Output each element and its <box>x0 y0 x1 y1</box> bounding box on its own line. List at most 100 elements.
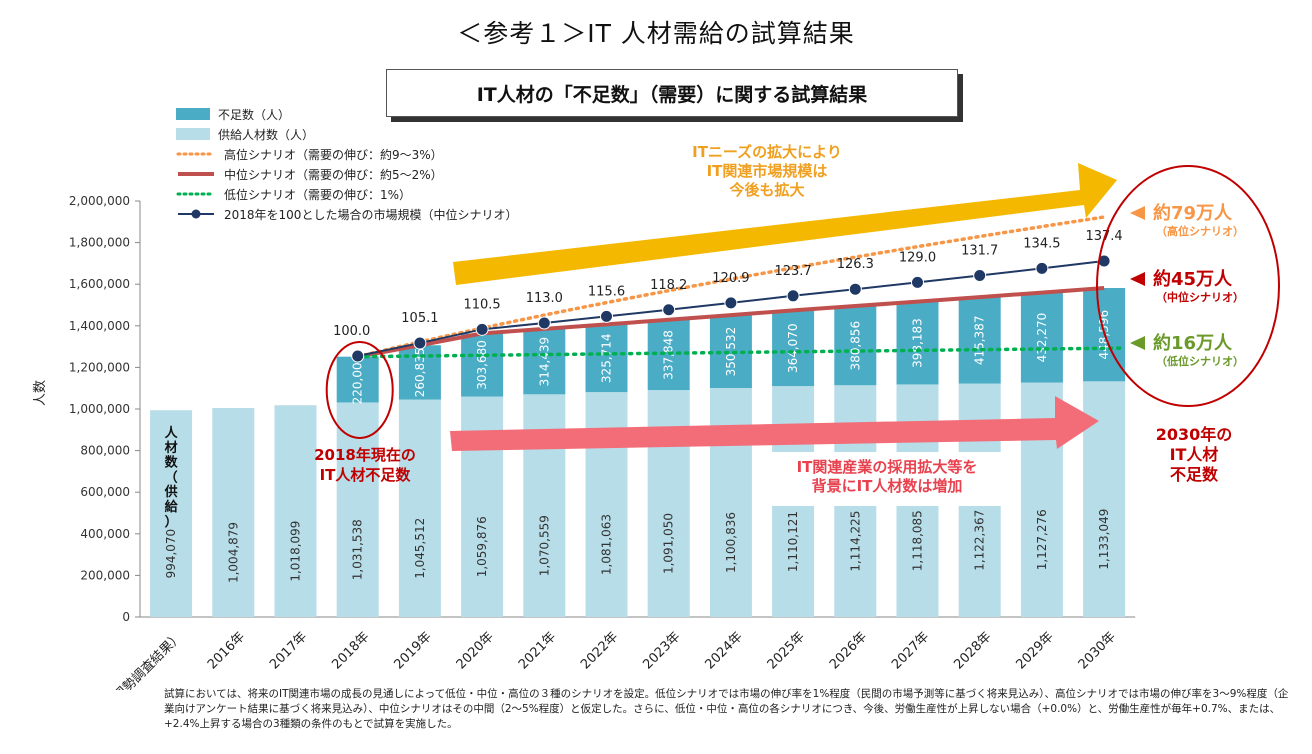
supply-axis-char: 人 <box>165 425 179 441</box>
supply-bar-label: 1,081,063 <box>600 514 614 575</box>
supply-bar-label: 1,091,050 <box>662 513 676 574</box>
market-index-point <box>600 309 613 323</box>
supply-axis-char: （ <box>165 469 178 485</box>
shortage-2030-text: 不足数 <box>1170 465 1219 484</box>
shortage-2030-text: IT人材 <box>1170 445 1219 464</box>
shortage-bar <box>585 324 628 393</box>
legend-item: 不足数（人） <box>176 104 517 124</box>
market-index-label: 110.5 <box>463 297 500 312</box>
y-tick-label: 1,800,000 <box>69 236 130 250</box>
shortage-bar-label: 260,835 <box>413 348 427 398</box>
y-tick-label: 1,200,000 <box>69 360 130 374</box>
market-index-point <box>351 349 365 363</box>
chart-box-title-text: IT人材の「不足数」（需要）に関する試算結果 <box>476 83 868 106</box>
market-growth-text: ITニーズの拡大により <box>692 143 842 161</box>
legend-label: 不足数（人） <box>218 107 291 122</box>
y-tick-label: 800,000 <box>80 444 130 458</box>
y-axis-title: 人数 <box>33 380 48 406</box>
current-shortage-text: 2018年現在の <box>314 446 416 464</box>
legend: 不足数（人） 供給人材数（人） 高位シナリオ（需要の伸び：約9～3%） 中位シナリオ（… <box>176 104 517 224</box>
x-tick-label: 2018年 <box>329 629 372 672</box>
y-tick-label: 200,000 <box>80 568 130 582</box>
x-tick-label: 2015年（国勢調査結果） <box>69 629 186 690</box>
current-shortage-circle <box>325 341 394 439</box>
annotations: 人材数（供給） 2018年現在の IT人材不足数 ITニーズの拡大によりIT関連市場規… <box>164 143 1280 530</box>
market-growth-text: 今後も拡大 <box>728 181 804 199</box>
supply-bar <box>398 399 441 617</box>
shortage-bar <box>336 356 379 403</box>
x-tick-label: 2030年 <box>1076 629 1119 672</box>
supply-bar-label: 1,122,367 <box>973 510 987 571</box>
supply-bar-label: 1,100,836 <box>724 512 738 573</box>
x-tick-label: 2023年 <box>640 629 683 672</box>
x-tick-label: 2029年 <box>1014 629 1057 672</box>
supply-bar <box>647 390 690 617</box>
market-index-label: 115.6 <box>588 284 625 299</box>
supply-bar-label: 1,059,876 <box>475 516 489 577</box>
market-index-point <box>911 275 924 289</box>
shortage-bar-label: 303,680 <box>475 340 489 390</box>
y-tick-label: 1,400,000 <box>69 319 130 333</box>
shortage-bar-label: 220,000 <box>351 355 365 405</box>
shortage-bar-label: 314,439 <box>537 337 551 387</box>
low-result-text: 約16万人 <box>1153 332 1233 354</box>
supply-bar-label: 1,110,121 <box>786 511 800 572</box>
market-index-point <box>724 296 738 310</box>
market-index-point <box>786 289 800 303</box>
market-index-label: 113.0 <box>526 291 563 306</box>
market-index-label: 118.2 <box>650 278 687 293</box>
x-tick-label: 2020年 <box>454 629 497 672</box>
supply-axis-char: 数 <box>165 455 179 471</box>
supply-bar <box>274 405 317 617</box>
legend-label: 高位シナリオ（需要の伸び：約9～3%） <box>224 147 443 162</box>
y-tick-label: 2,000,000 <box>69 194 130 208</box>
legend-item: 高位シナリオ（需要の伸び：約9～3%） <box>176 144 517 164</box>
shortage-bar <box>772 310 815 387</box>
market-index-label: 105.1 <box>401 311 438 326</box>
shortage-bar-label: 364,070 <box>786 323 800 373</box>
y-tick-label: 600,000 <box>80 485 130 499</box>
shortage-bar-label: 350,532 <box>724 327 738 377</box>
market-index-point <box>1035 261 1049 275</box>
x-tick-label: 2026年 <box>827 629 870 672</box>
high-result-text: 約79万人 <box>1153 202 1233 224</box>
market-index-label: 131.7 <box>961 243 998 258</box>
market-index-label: 100.0 <box>333 324 370 339</box>
x-tick-label: 2028年 <box>951 629 994 672</box>
page-title: ＜参考１＞IT 人材需給の試算結果 <box>457 19 855 48</box>
market-growth-arrow <box>453 163 1117 285</box>
y-tick-label: 1,000,000 <box>69 402 130 416</box>
supply-bar <box>212 407 255 617</box>
market-index-label: 129.0 <box>899 250 936 265</box>
supply-bar <box>585 392 628 617</box>
supply-bar-label: 1,127,276 <box>1035 509 1049 570</box>
legend-swatch <box>176 128 210 140</box>
chart-box-title: IT人材の「不足数」（需要）に関する試算結果 <box>386 69 958 117</box>
supply-growth-text: 背景にIT人材数は増加 <box>812 477 963 495</box>
shortage-bar-label: 380,856 <box>848 321 862 371</box>
x-tick-label: 2025年 <box>765 629 808 672</box>
supply-bar <box>523 394 566 617</box>
supply-bar-label: 1,045,512 <box>413 518 427 579</box>
legend-line-swatch <box>178 209 214 219</box>
x-tick-label: 2019年 <box>392 629 435 672</box>
y-tick-label: 0 <box>122 610 130 624</box>
supply-growth-text: IT関連産業の採用拡大等を <box>797 458 978 476</box>
legend-item: 中位シナリオ（需要の伸び：約5～2%） <box>176 164 517 184</box>
shortage-bar <box>1020 292 1063 383</box>
mid-result-subtext: （中位シナリオ） <box>1156 290 1244 304</box>
supply-bar-label: 994,070 <box>164 529 178 579</box>
supply-bar <box>709 388 752 617</box>
legend-label: 低位シナリオ（需要の伸び：1%） <box>224 187 412 202</box>
supply-bar-label: 1,004,879 <box>226 522 240 583</box>
market-index-label: 120.9 <box>712 271 749 286</box>
shortage-bar <box>523 328 566 395</box>
supply-bar <box>150 410 193 617</box>
shortage-2030-circle <box>1096 165 1280 407</box>
shortage-bar-label: 432,270 <box>1035 313 1049 363</box>
x-tick-label: 2022年 <box>578 629 621 672</box>
shortage-bar-label: 415,387 <box>973 316 987 366</box>
market-index-point <box>848 282 862 296</box>
legend-item: 2018年を100とした場合の市場規模（中位シナリオ） <box>176 204 517 224</box>
legend-line-swatch <box>176 152 216 156</box>
